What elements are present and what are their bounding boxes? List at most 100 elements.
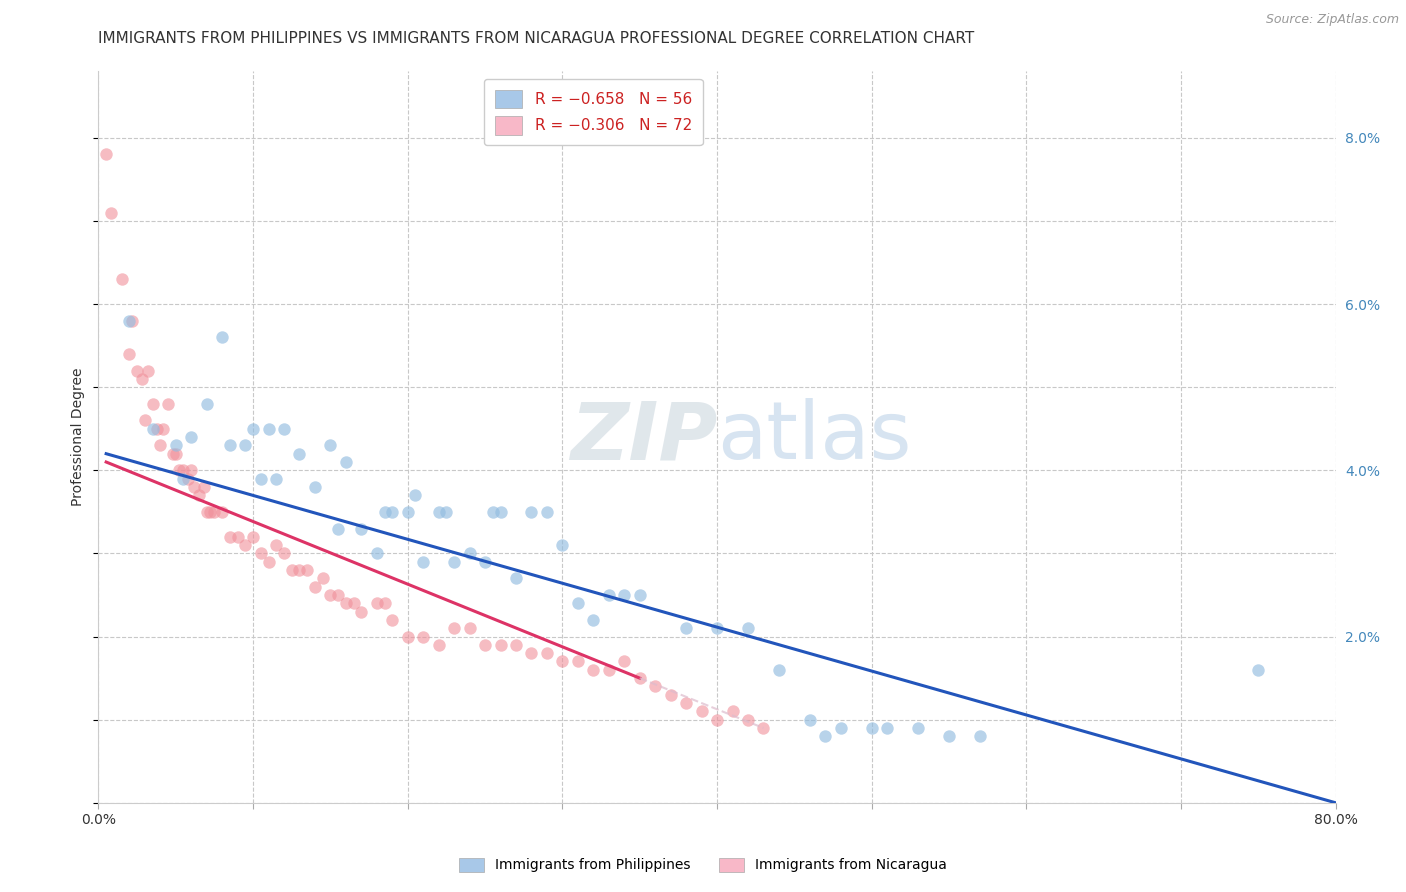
Point (257, 422, 280, 436)
Point (165, 447, 187, 461)
Point (520, 646, 543, 660)
Point (100, 205, 122, 219)
Point (180, 463, 202, 477)
Point (173, 463, 195, 477)
Point (876, 721, 898, 735)
Point (938, 729, 960, 743)
Point (204, 505, 226, 519)
Point (737, 621, 759, 635)
Point (551, 655, 574, 669)
Point (396, 630, 419, 644)
Point (235, 438, 257, 452)
Point (860, 721, 883, 735)
Point (152, 422, 174, 436)
Point (288, 447, 311, 461)
Point (613, 655, 636, 669)
Point (326, 588, 350, 602)
Point (273, 422, 295, 436)
Point (474, 555, 496, 569)
Point (167, 463, 190, 477)
Point (427, 505, 450, 519)
Point (613, 588, 636, 602)
Point (219, 438, 242, 452)
Point (211, 505, 233, 519)
Point (659, 688, 682, 702)
Point (675, 621, 697, 635)
Point (520, 505, 543, 519)
Point (536, 646, 558, 660)
Point (297, 563, 319, 577)
Point (173, 472, 195, 486)
Point (165, 438, 187, 452)
Point (598, 588, 620, 602)
Y-axis label: Professional Degree: Professional Degree (72, 368, 86, 507)
Point (180, 430, 202, 444)
Point (281, 563, 304, 577)
Point (162, 447, 184, 461)
Point (118, 314, 141, 328)
Point (366, 546, 388, 560)
Text: atlas: atlas (717, 398, 911, 476)
Point (799, 713, 821, 727)
Legend: Immigrants from Philippines, Immigrants from Nicaragua: Immigrants from Philippines, Immigrants … (454, 852, 952, 878)
Point (242, 422, 264, 436)
Point (193, 480, 215, 494)
Point (312, 571, 335, 585)
Point (257, 555, 280, 569)
Point (96, 147, 118, 161)
Point (183, 480, 205, 494)
Point (226, 530, 249, 544)
Text: Source: ZipAtlas.com: Source: ZipAtlas.com (1265, 13, 1399, 27)
Point (907, 721, 929, 735)
Point (737, 713, 759, 727)
Point (443, 621, 465, 635)
Point (474, 638, 496, 652)
Point (582, 613, 605, 627)
Point (1247, 663, 1270, 677)
Point (489, 505, 512, 519)
Point (721, 705, 744, 719)
Point (489, 638, 512, 652)
Point (149, 438, 172, 452)
Point (288, 563, 311, 577)
Point (118, 347, 141, 361)
Point (131, 372, 153, 386)
Point (319, 588, 342, 602)
Point (567, 596, 589, 610)
Point (396, 505, 419, 519)
Point (350, 605, 373, 619)
Point (195, 505, 218, 519)
Point (675, 696, 697, 710)
Point (242, 530, 264, 544)
Point (505, 571, 527, 585)
Point (752, 721, 775, 735)
Point (374, 596, 396, 610)
Point (458, 546, 481, 560)
Point (412, 630, 434, 644)
Point (374, 505, 396, 519)
Point (830, 721, 852, 735)
Point (127, 363, 149, 377)
Point (111, 272, 134, 286)
Point (304, 580, 326, 594)
Point (326, 521, 350, 535)
Point (319, 438, 342, 452)
Point (121, 314, 143, 328)
Point (381, 613, 404, 627)
Point (211, 330, 233, 344)
Text: ZIP: ZIP (569, 398, 717, 476)
Point (458, 621, 481, 635)
Point (505, 638, 527, 652)
Point (706, 621, 728, 635)
Point (536, 505, 558, 519)
Point (134, 413, 156, 427)
Point (273, 546, 295, 560)
Point (427, 638, 450, 652)
Point (142, 422, 165, 436)
Point (405, 488, 427, 502)
Point (644, 680, 666, 694)
Point (628, 671, 651, 685)
Point (598, 663, 620, 677)
Point (436, 505, 458, 519)
Point (250, 472, 273, 486)
